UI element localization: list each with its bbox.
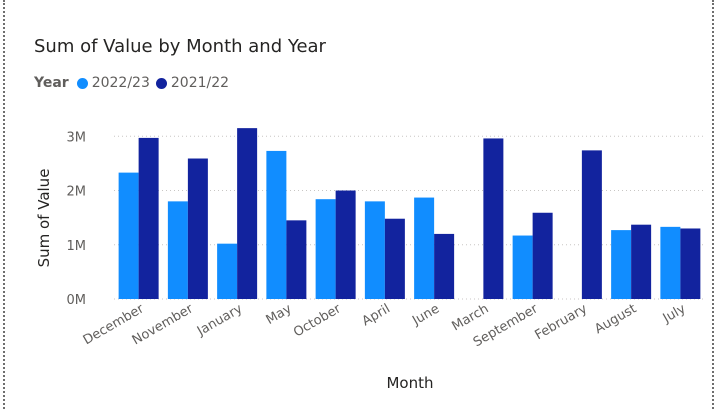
y-axis-ticks: 0M 1M 2M 3M xyxy=(67,130,87,308)
bar-may-series-1[interactable] xyxy=(286,220,307,299)
x-tick-label: February xyxy=(532,301,590,343)
bar-september-series-1[interactable] xyxy=(532,212,553,299)
y-tick-label: 3M xyxy=(67,130,87,145)
right-dotted-border xyxy=(712,0,714,409)
bar-april-series-0[interactable] xyxy=(364,201,385,299)
legend-label-series-0: 2022/23 xyxy=(91,75,150,91)
x-tick-label: October xyxy=(291,301,344,340)
bar-june-series-1[interactable] xyxy=(434,233,455,299)
bar-november-series-0[interactable] xyxy=(167,201,188,299)
x-tick-label: August xyxy=(592,301,639,337)
bar-april-series-1[interactable] xyxy=(384,218,405,299)
bar-october-series-0[interactable] xyxy=(315,199,336,299)
legend-dot-series-0 xyxy=(76,77,88,89)
bar-october-series-1[interactable] xyxy=(335,190,356,299)
y-tick-label: 0M xyxy=(67,293,87,308)
bar-december-series-1[interactable] xyxy=(138,137,159,299)
bar-january-series-0[interactable] xyxy=(217,243,238,299)
x-tick-label: July xyxy=(660,301,689,326)
legend-item-series-0[interactable]: 2022/23 xyxy=(76,75,150,91)
legend-title: Year xyxy=(34,75,69,91)
bar-january-series-1[interactable] xyxy=(237,128,258,299)
x-tick-label: January xyxy=(194,301,245,339)
x-axis-title: Month xyxy=(386,374,433,392)
bar-march-series-1[interactable] xyxy=(483,138,504,299)
y-tick-label: 1M xyxy=(67,239,87,254)
gridlines xyxy=(114,135,705,300)
y-axis-title: Sum of Value xyxy=(35,169,53,268)
legend-dot-series-1 xyxy=(155,77,167,89)
y-tick-label: 2M xyxy=(67,185,87,200)
x-tick-label: May xyxy=(264,301,295,328)
bar-september-series-0[interactable] xyxy=(512,235,533,299)
bar-may-series-0[interactable] xyxy=(266,150,287,299)
legend: Year 2022/23 2021/22 xyxy=(34,75,235,91)
x-tick-label: June xyxy=(409,301,442,329)
left-dotted-border xyxy=(3,0,5,409)
bar-august-series-0[interactable] xyxy=(611,230,632,299)
bar-june-series-0[interactable] xyxy=(414,197,435,299)
legend-label-series-1: 2021/22 xyxy=(170,75,230,91)
bar-december-series-0[interactable] xyxy=(118,172,139,299)
x-tick-label: April xyxy=(360,301,393,329)
bar-july-series-1[interactable] xyxy=(680,228,701,299)
chart-title: Sum of Value by Month and Year xyxy=(34,36,326,57)
bar-july-series-0[interactable] xyxy=(660,226,681,299)
bar-november-series-1[interactable] xyxy=(187,158,208,299)
bars xyxy=(118,128,701,299)
bar-august-series-1[interactable] xyxy=(631,224,652,299)
legend-item-series-1[interactable]: 2021/22 xyxy=(155,75,230,91)
bar-february-series-1[interactable] xyxy=(581,150,602,299)
